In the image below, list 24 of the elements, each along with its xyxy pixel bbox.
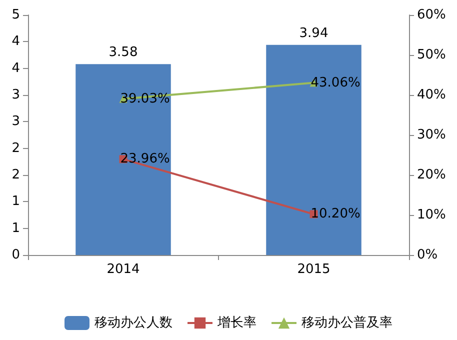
y2-tick-label: 40% <box>417 88 446 102</box>
data-label: 3.58 <box>108 45 138 60</box>
y-tick-label: 2 <box>12 168 20 182</box>
y-tick-label: 5 <box>12 8 20 22</box>
legend-label: 增长率 <box>216 314 256 330</box>
y-tick-label: 2 <box>12 140 20 156</box>
y2-tick-label: 10% <box>417 208 446 222</box>
y2-tick-label: 20% <box>417 168 446 182</box>
legend-label: 移动办公普及率 <box>302 314 392 330</box>
x-tick-label: 2014 <box>106 262 140 277</box>
y-tick-label: 3 <box>12 114 20 130</box>
y-tick-label: 4 <box>12 34 20 50</box>
y2-tick-label: 50% <box>417 48 446 62</box>
y2-tick-label: 60% <box>417 8 446 22</box>
y2-tick-label: 0% <box>417 248 438 262</box>
y2-tick-label: 30% <box>417 128 446 142</box>
y-tick-label: 3 <box>12 88 20 102</box>
y-tick-label: 4 <box>12 60 20 76</box>
data-label: 3.94 <box>299 26 328 41</box>
y-tick-label: 1 <box>12 194 20 210</box>
x-tick-label: 2015 <box>297 262 330 277</box>
y-tick-label: 1 <box>12 220 20 236</box>
legend-label: 移动办公人数 <box>94 316 172 330</box>
y-tick-label: 0 <box>12 248 20 262</box>
